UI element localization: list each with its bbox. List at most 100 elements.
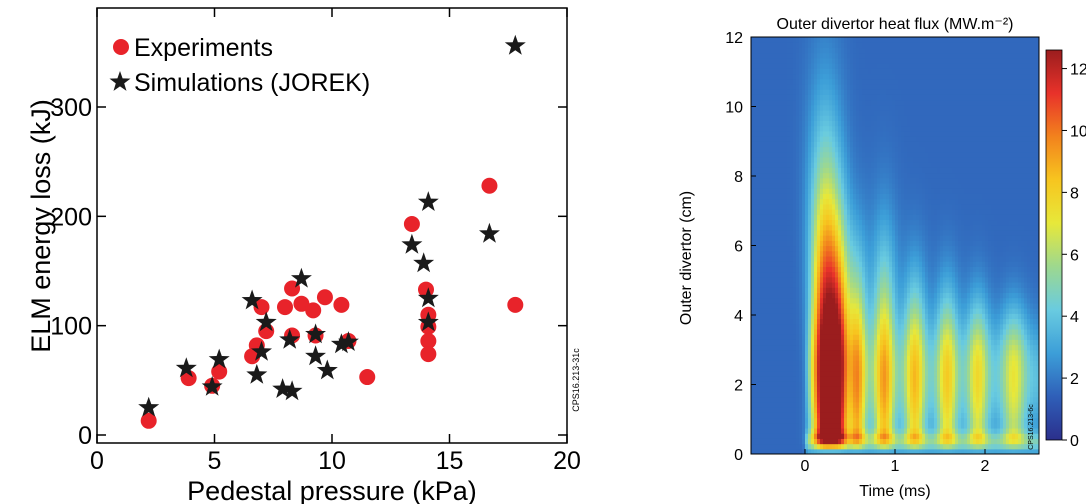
heatmap-cell [838,354,842,361]
heatmap-cell [883,412,887,419]
heatmap-cell [817,349,821,356]
heatmap-cell [802,396,806,403]
heatmap-cell [895,141,899,148]
heatmap-cell [763,302,767,309]
heatmap-cell [850,120,854,127]
heatmap-cell [907,334,911,340]
heatmap-cell [913,182,917,189]
heatmap-cell [883,302,887,309]
heatmap-cell [778,209,782,215]
heatmap-cell [928,276,932,283]
heatmap-cell [883,115,887,121]
heatmap-cell [775,417,779,424]
heatmap-cell [898,203,902,210]
heatmap-cell [778,427,782,434]
heatmap-cell [895,261,899,267]
heatmap-cell [898,42,902,49]
heatmap-cell [787,89,791,95]
heatmap-cell [769,427,773,434]
heatmap-cell [802,438,806,445]
heatmap-cell [868,229,872,236]
heatmap-cell [790,287,794,294]
heatmap-cell [760,396,764,403]
heatmap-cell [835,266,839,273]
heatmap-cell [778,141,782,148]
heatmap-cell [892,188,896,194]
heatmap-cell [850,47,854,54]
heatmap-cell [763,349,767,356]
heatmap-cell [775,407,779,413]
heatmap-cell [784,219,788,226]
heatmap-cell [832,235,836,241]
heatmap-cell [865,203,869,210]
heatmap-cell [817,261,821,267]
heatmap-cell [901,188,905,194]
heatmap-cell [913,198,917,205]
heatmap-cell [820,318,824,325]
heatmap-cell [871,177,875,184]
experiment-point [253,299,270,316]
heatmap-cell [874,438,878,445]
heatmap-cell [820,115,824,121]
heatmap-cell [874,42,878,49]
heatmap-cell [904,209,908,215]
heatmap-cell [892,42,896,49]
heatmap-cell [853,130,857,137]
heatmap-cell [898,349,902,356]
heatmap-cell [877,94,881,101]
heatmap-cell [925,63,929,69]
heatmap-cell [931,209,935,215]
heatmap-cell [787,276,791,283]
heatmap-cell [769,120,773,127]
heatmap-cell [817,354,821,361]
heatmap-cell [808,339,812,346]
heatmap-cell [877,281,881,288]
heatmap-cell [757,438,761,445]
heatmap-cell [814,391,818,398]
heatmap-cell [901,125,905,132]
heatmap-cell [805,63,809,69]
heatmap-cell [784,328,788,335]
simulation-point [255,311,277,332]
heatmap-cell [931,151,935,158]
heatmap-cell [934,334,938,340]
heatmap-cell [859,412,863,419]
heatmap-cell [868,136,872,142]
heatmap-cell [910,177,914,184]
heatmap-cell [826,276,830,283]
experiment-point [211,363,228,380]
heatmap-cell [820,297,824,304]
heatmap-cell [760,271,764,278]
heatmap-cell [916,167,920,174]
heatmap-cell [781,224,785,231]
heatmap-cell [757,245,761,252]
heatmap-cell [823,381,827,387]
heatmap-cell [847,188,851,194]
heatmap-cell [766,125,770,132]
heatmap-cell [766,344,770,351]
heatmap-cell [853,448,857,454]
heatmap-cell [889,52,893,59]
heatmap-cell [898,209,902,215]
heatmap-cell [817,313,821,320]
heatmap-cell [862,360,866,366]
heatmap-cell [856,52,860,59]
heatmap-cell [835,250,839,257]
heatmap-cell [925,313,929,320]
heatmap-cell [886,412,890,419]
heatmap-cell [841,57,845,64]
heatmap-cell [907,271,911,278]
heatmap-cell [805,313,809,320]
heatmap-cell [790,407,794,413]
heatmap-cell [778,433,782,439]
heatmap-cell [898,235,902,241]
heatmap-cell [892,349,896,356]
heatmap-cell [772,287,776,294]
heatmap-cell [841,68,845,75]
heatmap-cell [757,427,761,434]
heatmap-cell [919,141,923,148]
heatmap-cell [778,250,782,257]
heatmap-cell [829,83,833,90]
heatmap-cell [823,162,827,168]
heatmap-cell [886,344,890,351]
